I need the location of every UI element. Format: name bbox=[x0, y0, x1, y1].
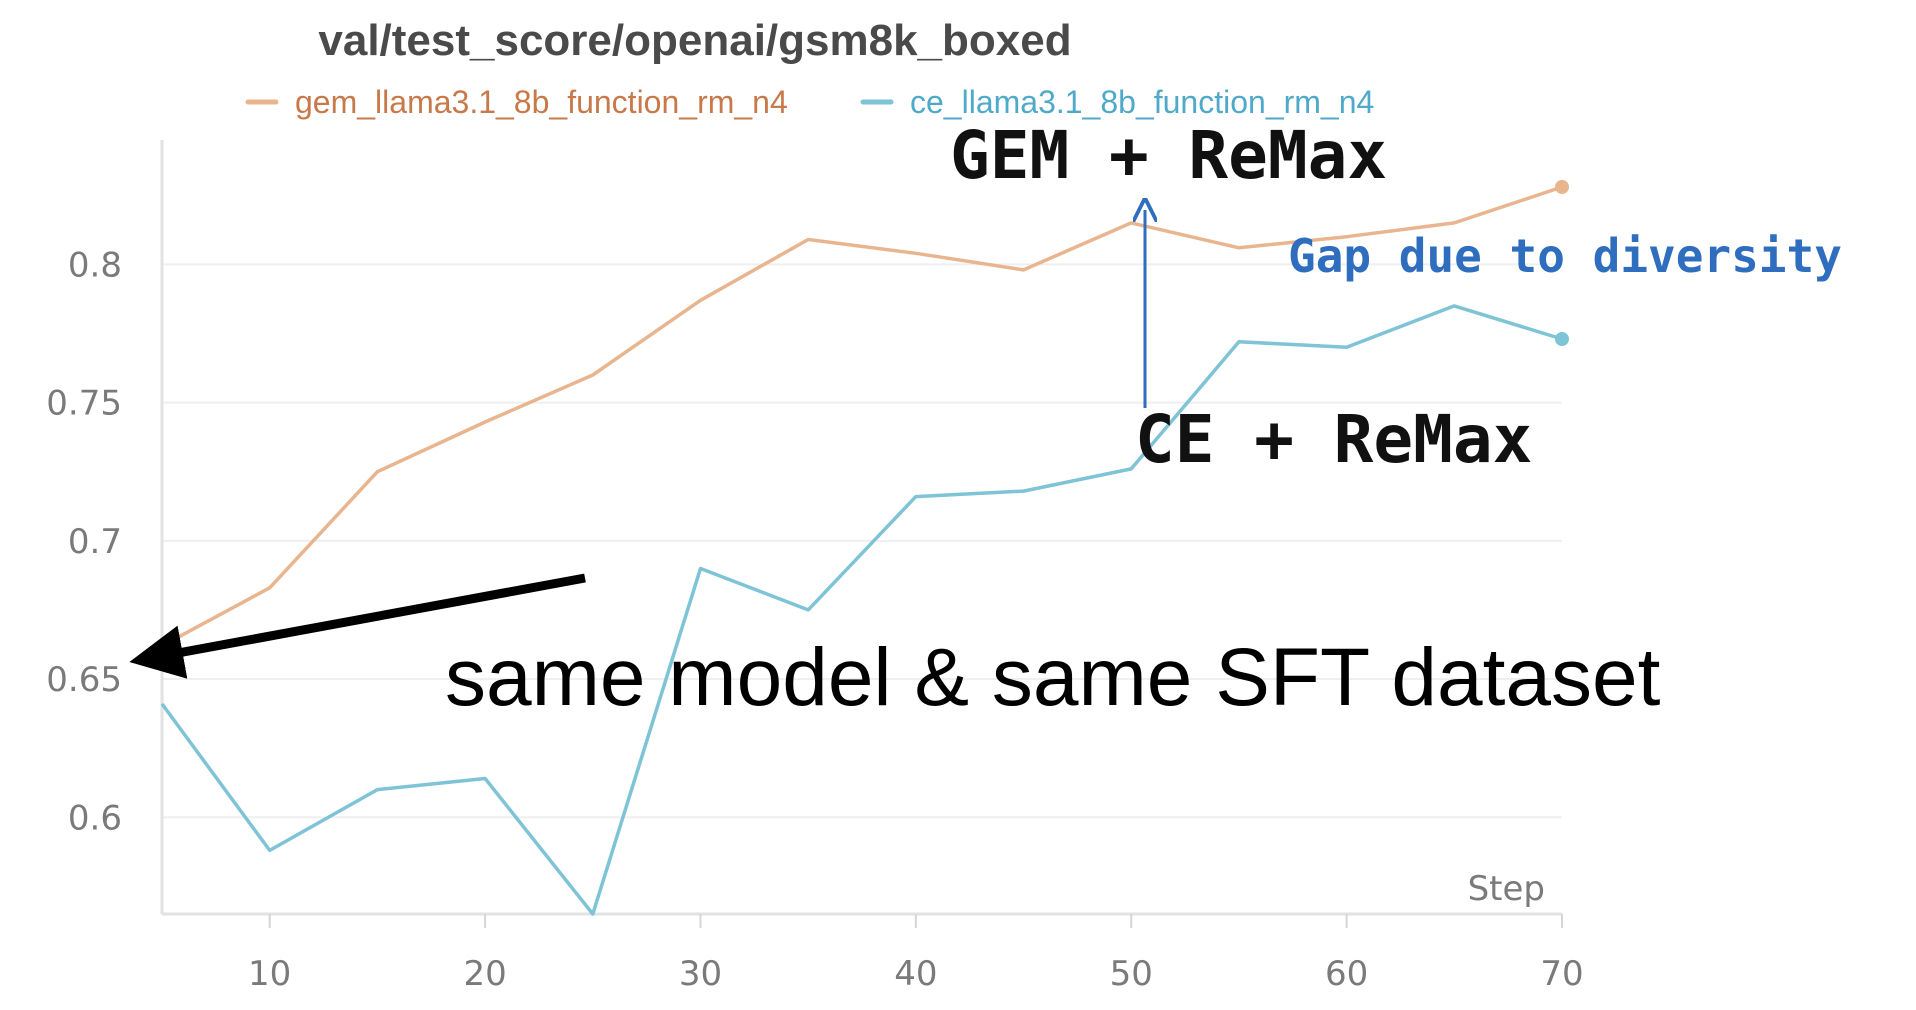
y-tick-label: 0.6 bbox=[68, 798, 122, 838]
x-tick-label: 10 bbox=[248, 954, 291, 994]
x-tick-label: 70 bbox=[1540, 954, 1583, 994]
x-axis-label: Step bbox=[1468, 869, 1545, 909]
y-tick-label: 0.8 bbox=[68, 245, 122, 285]
x-tick-label: 20 bbox=[463, 954, 506, 994]
x-tick-label: 30 bbox=[679, 954, 722, 994]
annotation-gap: Gap due to diversity bbox=[1288, 229, 1842, 283]
legend-label: gem_llama3.1_8b_function_rm_n4 bbox=[295, 84, 788, 120]
annotation-same-dataset: same model & same SFT dataset bbox=[445, 632, 1661, 723]
series-line-ce bbox=[160, 304, 1563, 916]
grid bbox=[162, 263, 1562, 819]
x-tick-label: 60 bbox=[1325, 954, 1368, 994]
series-end-point bbox=[1555, 179, 1569, 194]
series-layer bbox=[160, 179, 1569, 916]
x-tick-label: 40 bbox=[894, 954, 937, 994]
legend: gem_llama3.1_8b_function_rm_n4 ce_llama3.… bbox=[245, 84, 1374, 120]
chart-title: val/test_score/openai/gsm8k_boxed bbox=[318, 16, 1071, 65]
x-tick-label: 50 bbox=[1110, 954, 1153, 994]
annotations: GEM + ReMax CE + ReMax Gap due to divers… bbox=[129, 117, 1842, 723]
series-end-point bbox=[1555, 332, 1569, 347]
annotation-dataset-arrow bbox=[129, 573, 586, 679]
y-tick-label: 0.75 bbox=[46, 384, 122, 424]
annotation-ce-remax: CE + ReMax bbox=[1135, 401, 1532, 478]
axes: 0.6 0.65 0.7 0.75 0.8 10 20 30 40 50 60 70 bbox=[46, 140, 1584, 994]
y-tick-label: 0.65 bbox=[46, 660, 122, 700]
annotation-gem-remax: GEM + ReMax bbox=[950, 117, 1387, 194]
series-line-gem bbox=[161, 185, 1563, 648]
legend-label: ce_llama3.1_8b_function_rm_n4 bbox=[910, 84, 1374, 120]
y-tick-label: 0.7 bbox=[68, 522, 122, 562]
